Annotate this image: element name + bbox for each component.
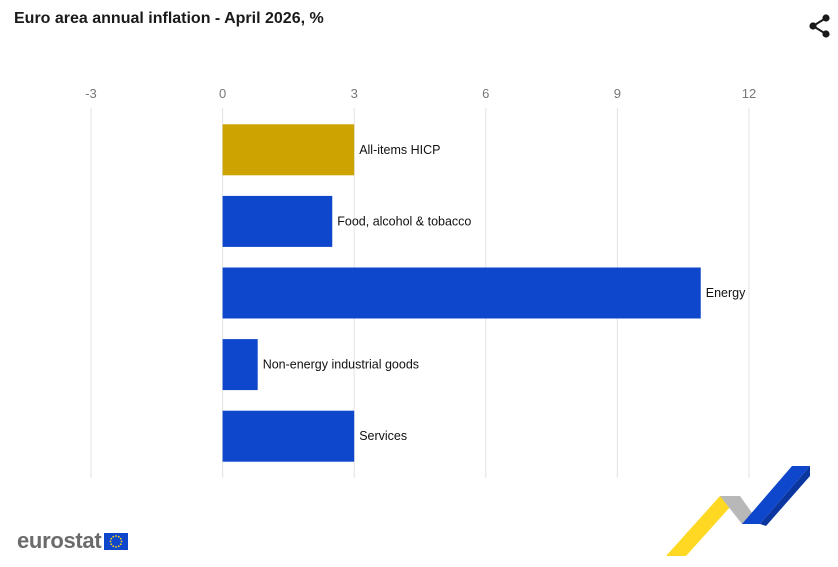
- bar: [222, 410, 355, 462]
- eurostat-logo: eurostat: [17, 528, 129, 554]
- chart-title: Euro area annual inflation - April 2026,…: [14, 10, 324, 27]
- x-tick-label: 3: [351, 86, 358, 101]
- x-tick-label: 12: [742, 86, 756, 101]
- x-tick-label: -3: [85, 86, 97, 101]
- bar: [222, 195, 333, 247]
- x-tick-label: 6: [482, 86, 489, 101]
- bar-category-label: Food, alcohol & tobacco: [337, 214, 471, 228]
- eu-flag-icon: [104, 532, 129, 550]
- bar: [222, 339, 258, 391]
- x-tick-label: 0: [219, 86, 226, 101]
- bar-category-label: Services: [359, 429, 407, 443]
- bar-category-label: Energy: [706, 286, 746, 300]
- bar: [222, 267, 701, 319]
- logo-text: eurostat: [17, 528, 102, 553]
- share-icon[interactable]: [806, 12, 834, 40]
- x-tick-label: 9: [614, 86, 621, 101]
- bar-category-label: Non-energy industrial goods: [263, 358, 419, 372]
- decorative-ribbon-icon: [666, 466, 810, 556]
- bar-category-label: All-items HICP: [359, 143, 440, 157]
- bar: [222, 124, 355, 176]
